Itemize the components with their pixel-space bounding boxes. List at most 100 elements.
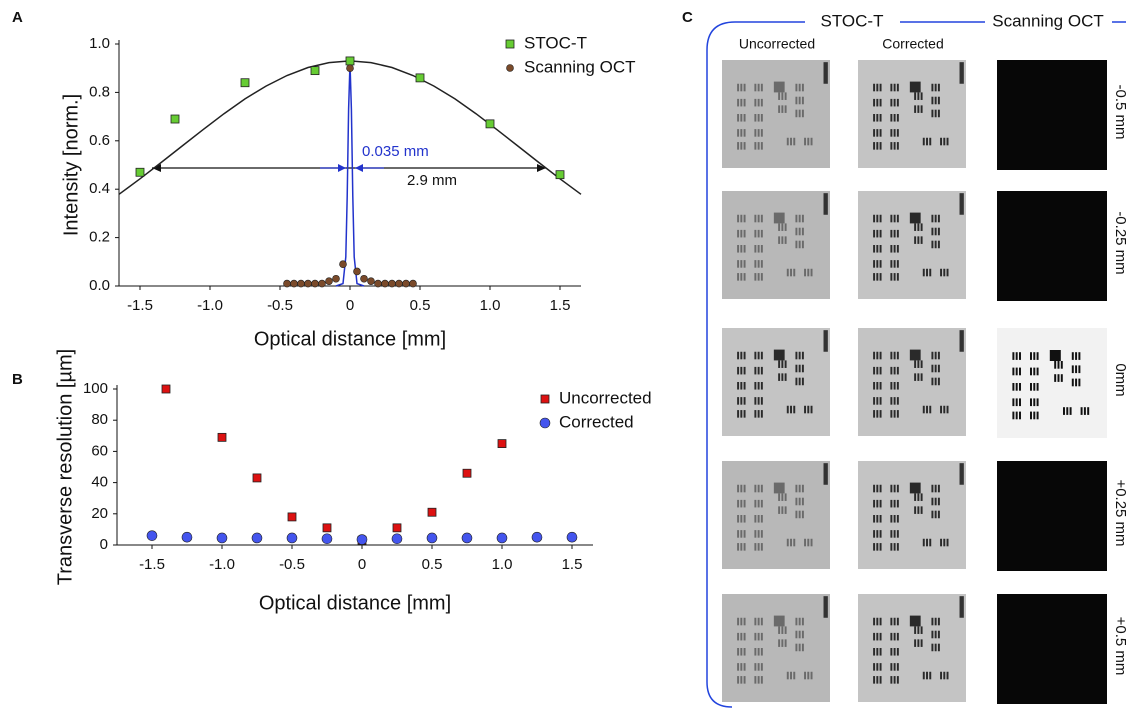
target-bar: [917, 223, 920, 231]
target-bar: [896, 229, 899, 238]
group-title: STOC-T: [821, 11, 884, 30]
target-bar: [743, 676, 746, 684]
target-bar: [1087, 407, 1090, 415]
target-bar: [896, 663, 899, 671]
target-bar: [893, 484, 896, 493]
target-bar: [760, 142, 763, 150]
target-bar: [876, 214, 879, 223]
target-bar: [743, 648, 746, 656]
target-bar: [757, 648, 760, 656]
x-tick-label: -1.5: [139, 556, 165, 573]
target-bar: [740, 484, 743, 493]
target-bar: [754, 530, 757, 538]
target-bar: [946, 268, 949, 277]
target-bar: [879, 382, 882, 390]
target-bar: [920, 506, 923, 514]
target-bar: [760, 515, 763, 523]
target-bar: [1075, 365, 1078, 374]
point: [217, 432, 227, 442]
x-tick-label: -0.5: [267, 297, 293, 314]
target-bar: [760, 366, 763, 375]
image-edge: [959, 596, 964, 618]
target-bar: [740, 663, 743, 671]
target-bar: [757, 214, 760, 223]
image-edge: [823, 463, 828, 485]
target-bar: [934, 484, 937, 493]
target-bar: [934, 96, 937, 105]
point: [395, 279, 403, 288]
target-bar: [914, 360, 917, 368]
target-bar: [896, 648, 899, 656]
target-bar: [893, 676, 896, 684]
target-bar: [795, 630, 798, 639]
target-bar: [795, 96, 798, 105]
target-bar: [781, 360, 784, 368]
row-label: +0.5 mm: [1112, 617, 1129, 676]
target-bar: [934, 630, 937, 639]
image-dark: [997, 191, 1107, 301]
target-bar: [890, 515, 893, 523]
target-bar: [740, 499, 743, 508]
point: [367, 277, 375, 285]
target-bar: [896, 214, 899, 223]
target-bar: [757, 98, 760, 107]
image-dark: [997, 60, 1107, 170]
target-bar: [740, 530, 743, 538]
target-bar: [1083, 407, 1086, 415]
target-bar: [946, 137, 949, 146]
target-bar: [931, 643, 934, 652]
target-bar: [1019, 411, 1021, 420]
target-bar: [784, 373, 787, 381]
target-bar: [760, 83, 763, 92]
target-bar: [940, 538, 943, 547]
target-bar: [876, 98, 879, 107]
target-bar: [896, 351, 899, 360]
target-bar: [914, 493, 917, 501]
target-bar: [737, 617, 740, 626]
target-bar: [896, 543, 899, 551]
target-bar: [737, 410, 740, 418]
target-bar: [876, 114, 879, 122]
target-bar: [931, 96, 934, 105]
target-bar: [807, 671, 810, 680]
target-bar: [795, 484, 798, 493]
target-bar: [873, 260, 876, 268]
target-bar: [917, 360, 920, 368]
target-bar: [757, 366, 760, 375]
target-bar: [890, 410, 893, 418]
target-bar: [917, 626, 920, 634]
target-bar: [926, 671, 928, 680]
target-bar: [879, 83, 882, 92]
target-bar: [893, 351, 896, 360]
target-bar: [740, 114, 743, 122]
target-bar: [1012, 383, 1015, 391]
point: [496, 532, 508, 544]
target-bar: [896, 245, 899, 253]
target-bar: [798, 630, 801, 639]
target-bar: [801, 643, 804, 652]
target-bar: [804, 671, 807, 680]
target-bar: [737, 397, 740, 405]
target-bar: [920, 360, 923, 368]
target-bar: [926, 538, 928, 547]
panel-label: B: [12, 371, 23, 388]
y-tick-label: 0: [100, 536, 108, 553]
target-bar: [781, 92, 784, 100]
target-bar: [754, 214, 757, 223]
target-bar: [795, 240, 798, 249]
target-bar: [737, 98, 740, 107]
x-tick-label: 1.0: [492, 556, 513, 573]
target-bar: [879, 617, 882, 626]
target-bar: [893, 499, 896, 508]
target-bar: [929, 538, 932, 547]
target-bar: [893, 410, 896, 418]
target-bar: [937, 643, 940, 652]
group-title: Scanning OCT: [992, 11, 1104, 30]
target-bar: [937, 630, 940, 639]
target-bar: [890, 648, 893, 656]
target-bar: [757, 83, 760, 92]
point: [555, 170, 565, 180]
target-bar: [740, 366, 743, 375]
x-tick-label: 0.5: [422, 556, 443, 573]
image-bg: [858, 594, 966, 702]
